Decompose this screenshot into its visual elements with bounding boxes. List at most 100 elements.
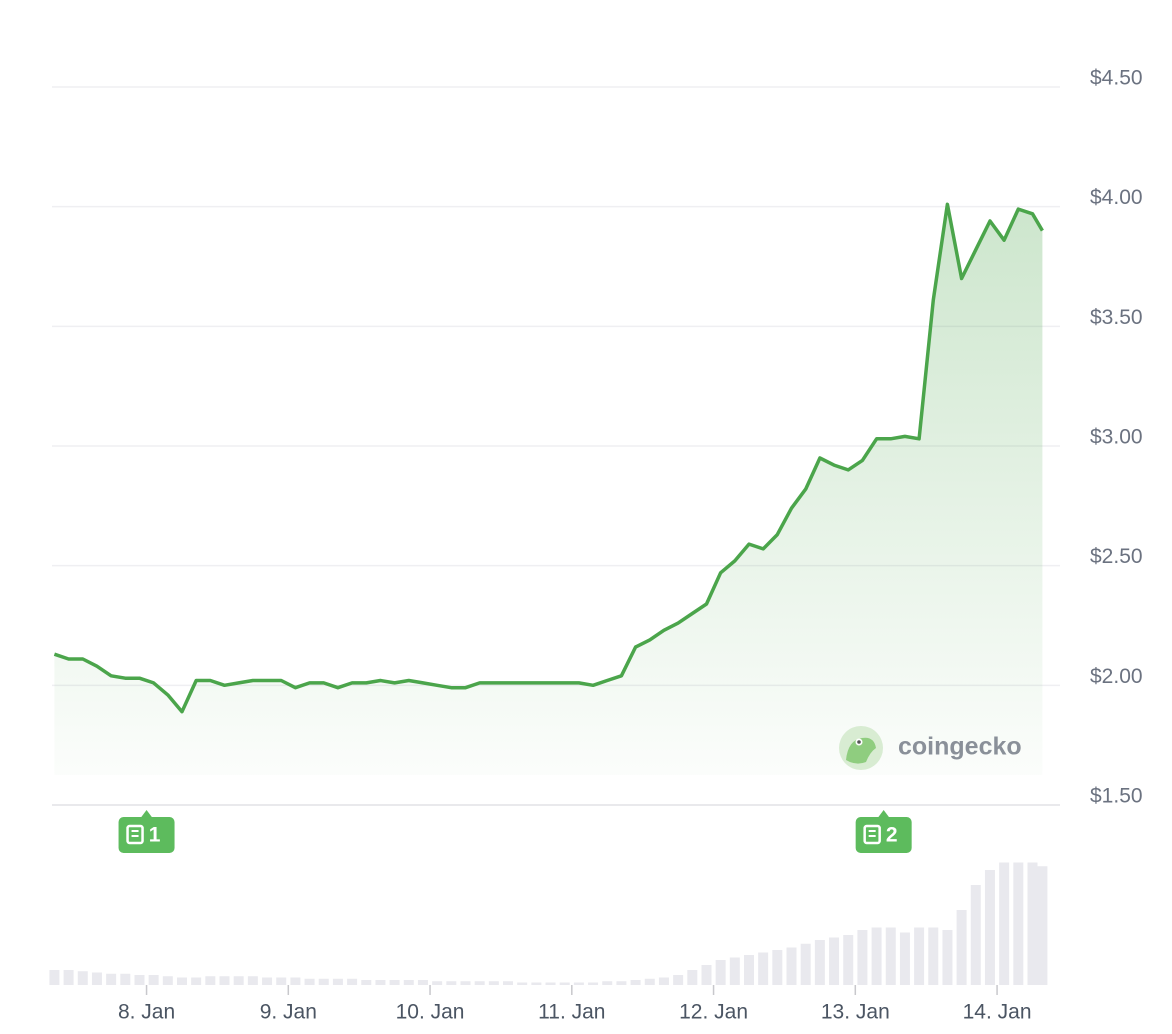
volume-bar xyxy=(573,982,584,985)
news-icon xyxy=(126,824,144,845)
y-tick-label: $3.50 xyxy=(1090,306,1143,329)
volume-bar xyxy=(545,982,556,985)
news-pointer xyxy=(877,810,890,818)
volume-bar xyxy=(446,981,457,985)
x-tick-label: 9. Jan xyxy=(260,1001,317,1024)
volume-bar xyxy=(488,981,499,985)
y-tick-label: $2.00 xyxy=(1090,665,1143,688)
x-tick-label: 12. Jan xyxy=(679,1001,748,1024)
news-icon xyxy=(863,824,881,845)
volume-bar xyxy=(843,935,854,985)
volume-bar xyxy=(503,981,514,985)
volume-bar xyxy=(517,982,528,985)
volume-bar xyxy=(1037,866,1048,985)
volume-bar xyxy=(729,957,740,985)
watermark: coingecko xyxy=(898,733,1022,761)
volume-bar xyxy=(63,970,74,985)
news-count: 2 xyxy=(886,824,898,847)
volume-bar xyxy=(999,862,1010,985)
x-tick-label: 8. Jan xyxy=(118,1001,175,1024)
volume-bar xyxy=(800,943,811,985)
y-tick-label: $1.50 xyxy=(1090,785,1143,808)
volume-bar xyxy=(630,980,641,985)
volume-bar xyxy=(758,952,769,985)
volume-bar xyxy=(77,971,88,985)
volume-bar xyxy=(219,976,230,985)
price-line xyxy=(53,202,1044,714)
news-count: 1 xyxy=(149,824,161,847)
volume-bar xyxy=(914,927,925,985)
volume-bar xyxy=(928,927,939,985)
volume-bar xyxy=(148,975,159,985)
volume-bar xyxy=(120,973,131,985)
volume-bar xyxy=(304,978,315,985)
news-pointer xyxy=(140,810,153,818)
news-marker: 1 xyxy=(118,810,175,853)
volume-bar xyxy=(1013,862,1024,985)
volume-bar xyxy=(247,976,258,985)
volume-bar xyxy=(687,970,698,985)
volume-bar xyxy=(460,981,471,985)
volume-bar xyxy=(602,981,613,985)
volume-bar xyxy=(276,977,287,985)
volume-bar xyxy=(134,975,145,985)
volume-bar xyxy=(588,982,599,985)
volume-bar xyxy=(658,977,669,985)
volume-bar xyxy=(857,930,868,985)
volume-bar xyxy=(531,982,542,985)
watermark-logo xyxy=(839,726,883,770)
volume-bar xyxy=(829,937,840,985)
volume-bar xyxy=(106,973,117,985)
x-tick-label: 11. Jan xyxy=(538,1001,605,1024)
volume-bar xyxy=(318,978,329,985)
y-tick-label: $4.50 xyxy=(1090,67,1143,90)
volume-bar xyxy=(205,976,216,985)
volume-bar xyxy=(162,976,173,985)
volume-bar xyxy=(290,977,301,985)
volume-bar xyxy=(375,980,386,985)
volume-bar xyxy=(956,910,967,985)
volume-bar xyxy=(984,870,995,985)
y-tick-label: $2.50 xyxy=(1090,545,1143,568)
volume-bar xyxy=(49,970,60,985)
volume-bar xyxy=(772,950,783,985)
volume-bar xyxy=(673,975,684,985)
area-fill xyxy=(54,204,1043,776)
volume-bar xyxy=(743,955,754,985)
volume-bar xyxy=(403,980,414,985)
volume-bar xyxy=(417,980,428,985)
axis-labels: $1.50 $2.00 $2.50 $3.00 $3.50 $4.00 $4.50 8. Ja… xyxy=(118,67,1143,1024)
volume-bar xyxy=(91,972,102,985)
volume-bar xyxy=(347,978,358,985)
volume-bar xyxy=(1027,862,1038,985)
y-tick-label: $4.00 xyxy=(1090,186,1143,209)
volume-bar xyxy=(970,885,981,985)
volume-bar xyxy=(616,981,627,985)
volume-bar xyxy=(432,981,443,985)
volume-bars xyxy=(49,862,1048,985)
x-tick-label: 14. Jan xyxy=(963,1001,1032,1024)
volume-bar xyxy=(332,978,343,985)
volume-bar xyxy=(191,977,202,985)
volume-bar xyxy=(233,976,244,985)
volume-bar xyxy=(176,977,187,985)
y-tick-label: $3.00 xyxy=(1090,426,1143,449)
volume-bar xyxy=(701,965,712,985)
x-tick-label: 10. Jan xyxy=(396,1001,465,1024)
volume-bar xyxy=(644,978,655,985)
x-tick-label: 13. Jan xyxy=(821,1001,890,1024)
volume-bar xyxy=(942,930,953,985)
volume-bar xyxy=(786,947,797,985)
volume-bar xyxy=(885,927,896,985)
volume-bar xyxy=(474,981,485,985)
volume-bar xyxy=(715,960,726,985)
volume-bar xyxy=(814,940,825,985)
volume-bar xyxy=(389,980,400,985)
volume-bar xyxy=(899,932,910,985)
volume-bar xyxy=(559,982,570,985)
volume-bar xyxy=(871,927,882,985)
plot xyxy=(53,202,1044,776)
volume-bar xyxy=(262,977,273,985)
